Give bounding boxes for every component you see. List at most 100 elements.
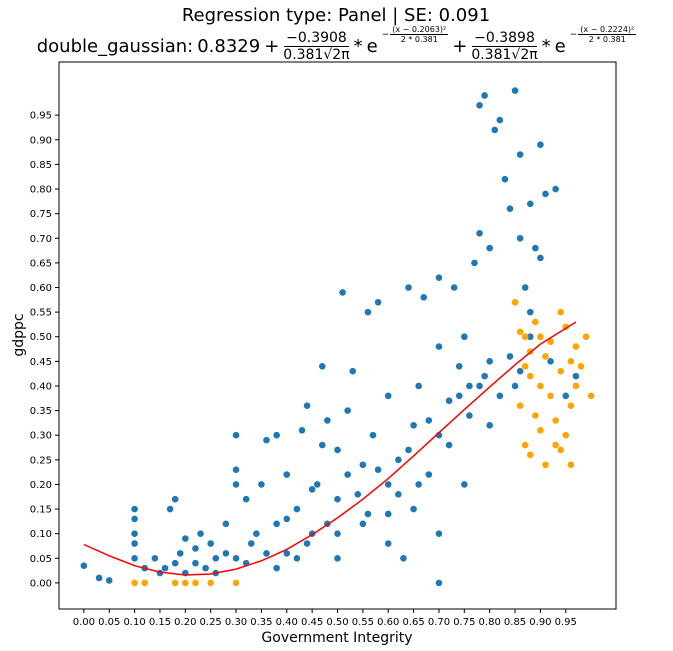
scatter-point xyxy=(324,417,331,424)
y-tick-label: 0.80 xyxy=(30,185,52,196)
scatter-point xyxy=(95,574,103,582)
scatter-point xyxy=(283,471,291,478)
x-tick-label: 0.80 xyxy=(479,617,501,628)
formula-base: e xyxy=(554,36,566,57)
scatter-point xyxy=(298,426,306,434)
scatter-point xyxy=(384,510,392,518)
y-tick-label: 0.15 xyxy=(30,505,52,516)
scatter-point xyxy=(476,102,483,109)
scatter-point xyxy=(491,126,499,134)
scatter-point xyxy=(496,392,504,400)
scatter-point xyxy=(455,392,463,400)
scatter-point xyxy=(359,461,367,469)
scatter-point xyxy=(471,259,478,267)
scatter-point xyxy=(131,540,138,547)
scatter-point xyxy=(532,244,539,252)
scatter-point xyxy=(273,520,280,528)
scatter-point xyxy=(557,308,565,316)
scatter-point xyxy=(283,550,291,557)
scatter-point xyxy=(232,481,240,488)
scatter-point xyxy=(273,564,280,572)
scatter-point xyxy=(283,515,291,523)
scatter-point xyxy=(374,298,382,306)
scatter-point xyxy=(131,579,138,587)
scatter-point xyxy=(461,333,468,341)
scatter-point xyxy=(496,116,504,124)
scatter-point xyxy=(572,343,580,350)
x-tick-label: 0.25 xyxy=(200,617,222,628)
scatter-point xyxy=(445,441,453,449)
scatter-point xyxy=(161,564,169,572)
scatter-point xyxy=(476,382,483,390)
formula-base: e xyxy=(366,36,378,57)
scatter-point xyxy=(253,530,260,537)
x-tick-label: 0.35 xyxy=(250,617,272,628)
scatter-point xyxy=(303,540,311,547)
chart-title: Regression type: Panel | SE: 0.091 xyxy=(182,5,490,26)
scatter-point xyxy=(552,417,559,424)
y-tick-label: 0.85 xyxy=(30,160,52,171)
scatter-point xyxy=(425,471,433,478)
scatter-point xyxy=(526,200,534,208)
scatter-point xyxy=(197,530,204,537)
scatter-point xyxy=(131,554,138,562)
scatter-point xyxy=(293,554,301,562)
scatter-point xyxy=(552,441,559,449)
scatter-point xyxy=(192,545,199,552)
sup: − (x − 0.2063)² 2 * 0.381 xyxy=(382,25,449,44)
scatter-point xyxy=(425,417,433,424)
y-tick-label: 0.40 xyxy=(30,381,52,392)
scatter-point xyxy=(506,353,514,360)
scatter-point xyxy=(344,471,351,478)
scatter-point xyxy=(131,515,138,523)
scatter-point xyxy=(131,505,138,513)
scatter-point xyxy=(537,382,544,390)
scatter-point xyxy=(171,579,179,587)
scatter-point xyxy=(384,481,392,488)
scatter-point xyxy=(455,362,463,370)
scatter-point xyxy=(359,520,367,528)
formula-op: + xyxy=(264,36,280,57)
scatter-point xyxy=(572,382,580,390)
scatter-point xyxy=(308,486,316,493)
scatter-point xyxy=(532,412,539,419)
scatter-point xyxy=(207,579,214,587)
scatter-point xyxy=(521,284,529,291)
y-tick-label: 0.10 xyxy=(30,529,52,540)
formula-op: + xyxy=(452,36,468,57)
exp-sign: − xyxy=(569,29,578,40)
scatter-point xyxy=(415,382,422,390)
scatter-point xyxy=(567,358,575,365)
scatter-point xyxy=(435,274,443,281)
num: −0.3908 xyxy=(284,30,349,47)
y-tick-label: 0.75 xyxy=(30,209,52,220)
formula-times: * xyxy=(353,36,363,57)
scatter-point xyxy=(374,466,382,473)
scatter-point xyxy=(547,338,554,345)
scatter-point xyxy=(537,141,544,149)
y-tick-label: 0.90 xyxy=(30,135,52,146)
scatter-point xyxy=(542,190,549,198)
scatter-point xyxy=(587,392,595,400)
fit-line xyxy=(83,321,577,576)
scatter-point xyxy=(318,441,326,449)
scatter-point xyxy=(516,328,524,336)
y-tick-label: 0.20 xyxy=(30,480,52,491)
scatter-point xyxy=(232,579,240,587)
scatter-point xyxy=(105,577,113,584)
y-tick-label: 0.45 xyxy=(30,357,52,368)
scatter-point xyxy=(542,461,549,469)
frac: −0.3908 0.381√2π xyxy=(283,30,349,63)
x-tick-label: 0.65 xyxy=(402,617,424,628)
scatter-point xyxy=(293,505,301,513)
scatter-point xyxy=(435,530,443,537)
scatter-point xyxy=(273,431,280,439)
scatter-point xyxy=(582,333,590,341)
scatter-point xyxy=(450,284,458,291)
scatter-point xyxy=(192,579,199,587)
y-tick-label: 0.00 xyxy=(30,578,52,589)
y-tick-label: 0.60 xyxy=(30,283,52,294)
scatter-point xyxy=(232,554,240,562)
scatter-point xyxy=(537,254,544,262)
